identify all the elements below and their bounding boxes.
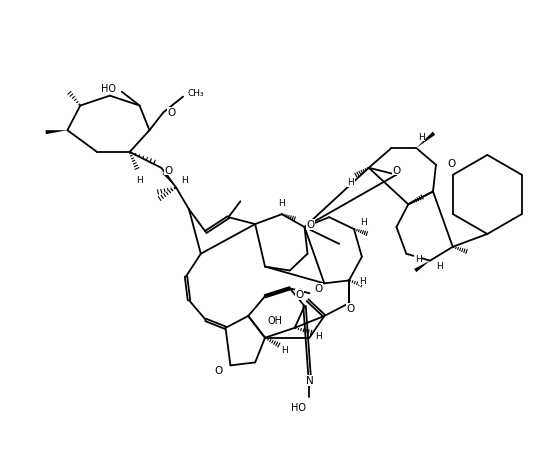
Text: H: H [437,262,444,270]
Text: H: H [418,132,424,141]
Polygon shape [163,172,176,188]
Polygon shape [416,132,435,149]
Text: CH₃: CH₃ [188,89,204,98]
Text: O: O [347,303,355,313]
Text: H: H [360,276,366,285]
Text: H: H [415,255,422,263]
Text: HO: HO [101,83,116,94]
Polygon shape [45,131,67,135]
Text: H: H [136,176,143,185]
Text: O: O [295,290,303,300]
Text: HO: HO [291,402,305,412]
Text: H: H [315,332,322,340]
Text: O: O [314,284,322,294]
Text: O: O [215,365,223,375]
Polygon shape [414,261,430,273]
Text: H: H [278,199,285,207]
Text: H: H [181,176,187,185]
Text: O: O [448,158,456,169]
Text: H: H [281,345,288,354]
Text: OH: OH [268,315,283,325]
Text: O: O [167,108,175,118]
Text: H: H [361,217,367,226]
Text: N: N [305,375,314,385]
Text: O: O [392,165,401,175]
Text: H: H [348,178,354,187]
Text: O: O [164,165,172,175]
Text: O: O [307,219,315,230]
